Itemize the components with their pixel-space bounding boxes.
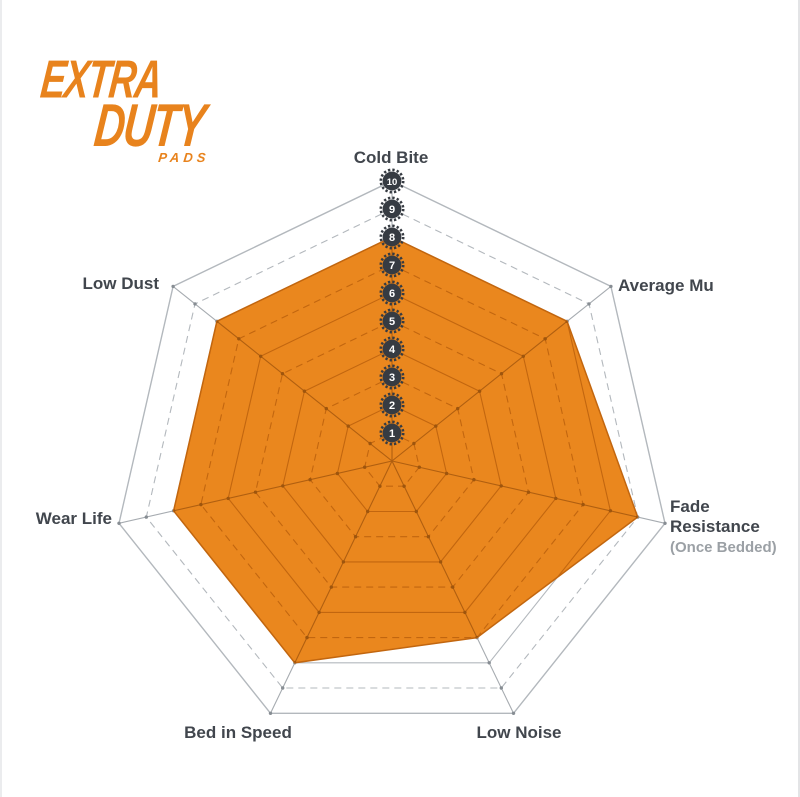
scale-badge-3: 3 xyxy=(379,364,405,390)
scale-badge-label: 4 xyxy=(389,344,396,356)
scale-badge-label: 3 xyxy=(389,372,395,384)
scale-badge-9: 9 xyxy=(379,196,405,222)
axis-label-bed-in-speed: Bed in Speed xyxy=(184,723,292,742)
axis-label-average-mu: Average Mu xyxy=(618,276,714,295)
scale-badge-2: 2 xyxy=(379,392,405,418)
scale-badge-label: 1 xyxy=(389,428,395,440)
scale-badge-10: 10 xyxy=(379,168,405,194)
scale-badge-5: 5 xyxy=(379,308,405,334)
axis-label-fade-resistance: Resistance xyxy=(670,517,760,536)
scale-badge-label: 5 xyxy=(389,316,395,328)
scale-badge-label: 8 xyxy=(389,232,395,244)
scale-badge-label: 6 xyxy=(389,288,395,300)
axis-label-low-dust: Low Dust xyxy=(83,274,160,293)
scale-badge-label: 2 xyxy=(389,400,395,412)
scale-badge-label: 9 xyxy=(389,204,395,216)
axis-label-cold-bite: Cold Bite xyxy=(354,148,429,167)
axis-label-fade-resistance: Fade xyxy=(670,497,710,516)
scale-badge-label: 10 xyxy=(387,177,398,188)
axis-label-low-noise: Low Noise xyxy=(476,723,561,742)
scale-badge-8: 8 xyxy=(379,224,405,250)
scale-badge-label: 7 xyxy=(389,260,395,272)
axis-label-wear-life: Wear Life xyxy=(36,509,112,528)
scale-badge-4: 4 xyxy=(379,336,405,362)
scale-badges: 10 9 8 7 6 5 4 3 2 1 xyxy=(379,168,405,446)
scale-badge-1: 1 xyxy=(379,420,405,446)
scale-badge-6: 6 xyxy=(379,280,405,306)
scale-badge-7: 7 xyxy=(379,252,405,278)
axis-sublabel-fade-resistance: (Once Bedded) xyxy=(670,539,777,556)
